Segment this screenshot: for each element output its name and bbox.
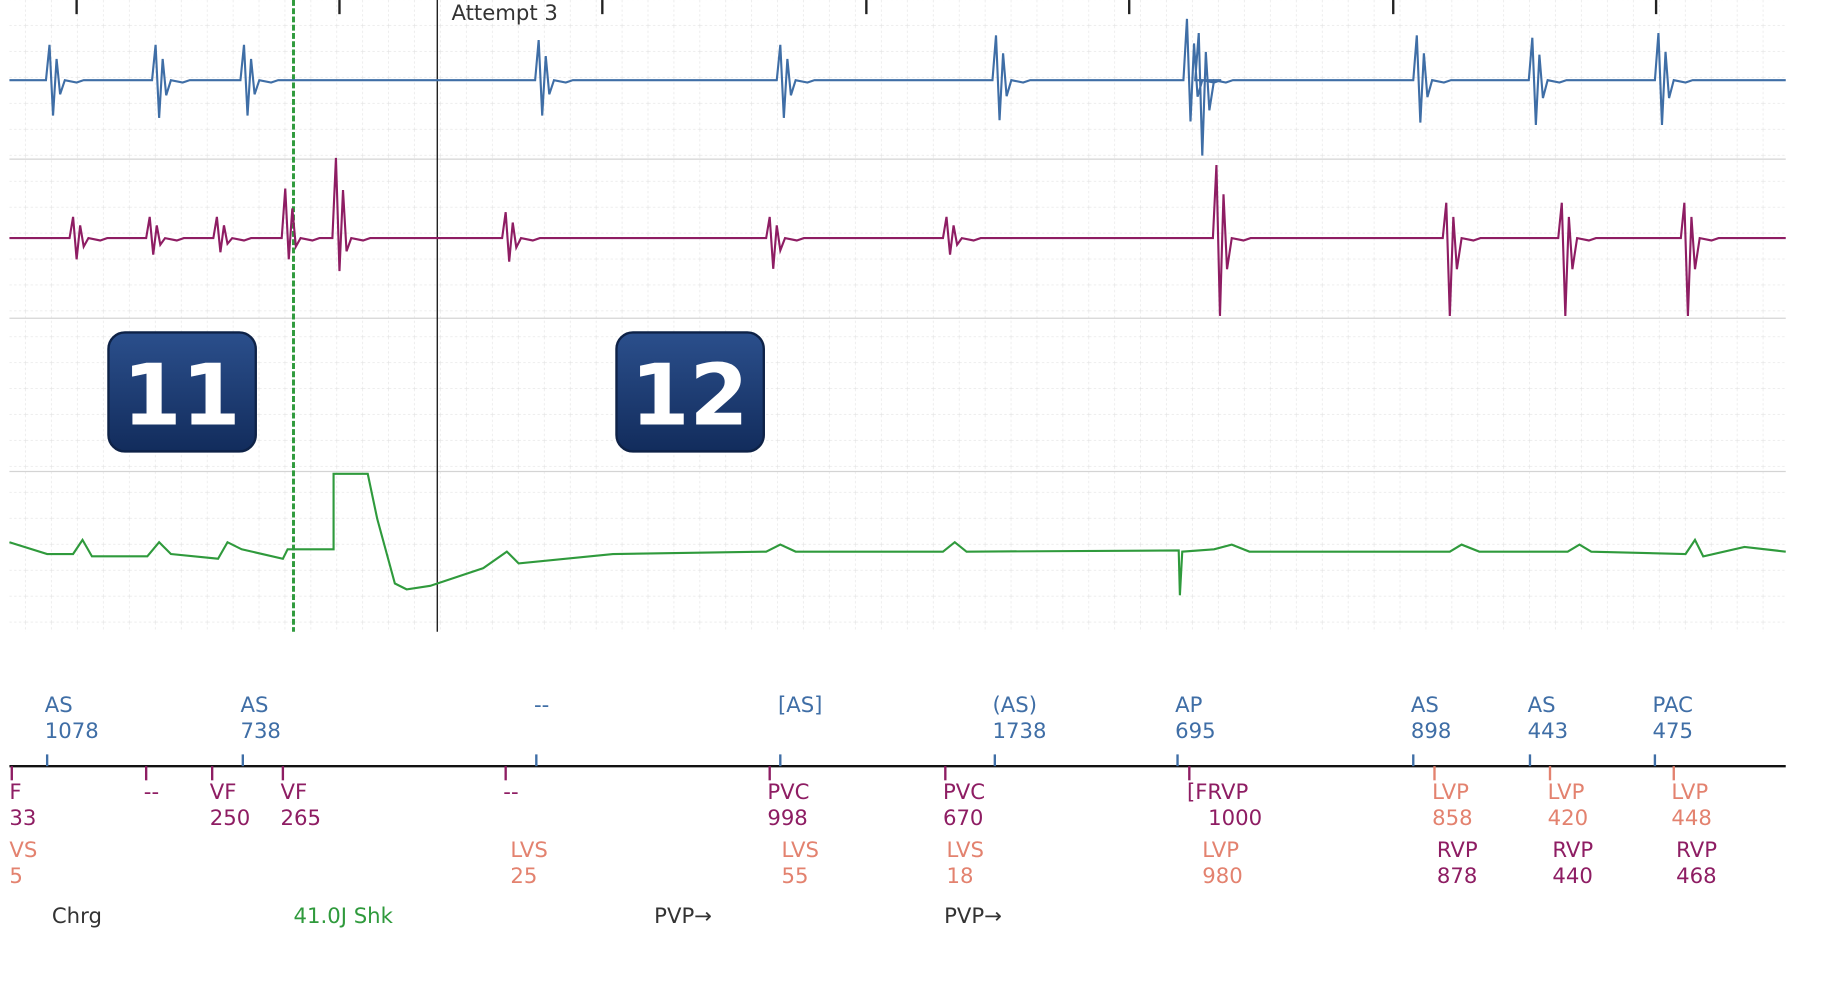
marker-label: AS xyxy=(1528,693,1556,718)
egm-atrial xyxy=(9,18,1786,156)
grid xyxy=(9,0,1786,632)
marker-interval: 738 xyxy=(240,719,280,744)
marker-label: [FRVP xyxy=(1187,780,1249,805)
marker-label: LVS xyxy=(947,838,984,863)
time-ticks xyxy=(75,0,1658,15)
egm-shock xyxy=(9,472,1786,596)
marker-label: PVC xyxy=(767,780,809,805)
marker-label: -- xyxy=(144,780,159,805)
marker-label: VF xyxy=(281,780,308,805)
marker-interval: 5 xyxy=(9,864,22,889)
marker-label: AS xyxy=(1411,693,1439,718)
marker-interval: 18 xyxy=(947,864,974,889)
marker-label: LVP xyxy=(1548,780,1585,805)
event-label: PVP→ xyxy=(654,904,712,929)
marker-interval: 1000 xyxy=(1208,806,1262,831)
marker-label: -- xyxy=(503,780,518,805)
marker-label: LVP xyxy=(1671,780,1708,805)
marker-label: LVP xyxy=(1202,838,1239,863)
marker-interval: 898 xyxy=(1411,719,1451,744)
marker-interval: 695 xyxy=(1175,719,1215,744)
marker-label: AP xyxy=(1175,693,1203,718)
marker-label: LVS xyxy=(510,838,547,863)
badge-label: 11 xyxy=(122,346,240,445)
marker-label: VF xyxy=(210,780,237,805)
marker-label: VS xyxy=(9,838,37,863)
event-label: 41.0J Shk xyxy=(293,904,393,929)
grid-major xyxy=(9,158,1786,473)
badge: 11 xyxy=(107,331,257,453)
marker-interval: 33 xyxy=(9,806,36,831)
marker-label: AS xyxy=(240,693,268,718)
marker-label: LVS xyxy=(781,838,818,863)
event-label: PVP→ xyxy=(944,904,1002,929)
marker-interval: 1078 xyxy=(45,719,99,744)
egm-ventricular xyxy=(9,157,1786,316)
marker-interval: 440 xyxy=(1552,864,1592,889)
marker-interval: 420 xyxy=(1548,806,1588,831)
marker-label: RVP xyxy=(1676,838,1717,863)
marker-label: [AS] xyxy=(778,693,823,718)
marker-interval: 25 xyxy=(510,864,537,889)
marker-label: RVP xyxy=(1437,838,1478,863)
marker-interval: 250 xyxy=(210,806,250,831)
marker-label: RVP xyxy=(1552,838,1593,863)
badge: 12 xyxy=(615,331,765,453)
marker-interval: 980 xyxy=(1202,864,1242,889)
marker-label: -- xyxy=(534,693,549,718)
marker-interval: 878 xyxy=(1437,864,1477,889)
marker-label: PAC xyxy=(1653,693,1693,718)
marker-interval: 858 xyxy=(1432,806,1472,831)
marker-interval: 443 xyxy=(1528,719,1568,744)
marker-label: PVC xyxy=(943,780,985,805)
marker-interval: 265 xyxy=(281,806,321,831)
marker-interval: 468 xyxy=(1676,864,1716,889)
attempt-label: Attempt 3 xyxy=(451,1,557,26)
marker-label: LVP xyxy=(1432,780,1469,805)
badge-label: 12 xyxy=(630,346,748,445)
marker-label: F xyxy=(9,780,21,805)
marker-interval: 55 xyxy=(781,864,808,889)
marker-interval: 998 xyxy=(767,806,807,831)
marker-interval: 448 xyxy=(1671,806,1711,831)
marker-label: (AS) xyxy=(992,693,1037,718)
marker-label: AS xyxy=(45,693,73,718)
marker-interval: 475 xyxy=(1653,719,1693,744)
event-label: Chrg xyxy=(52,904,102,929)
marker-interval: 1738 xyxy=(992,719,1046,744)
marker-interval: 670 xyxy=(943,806,983,831)
